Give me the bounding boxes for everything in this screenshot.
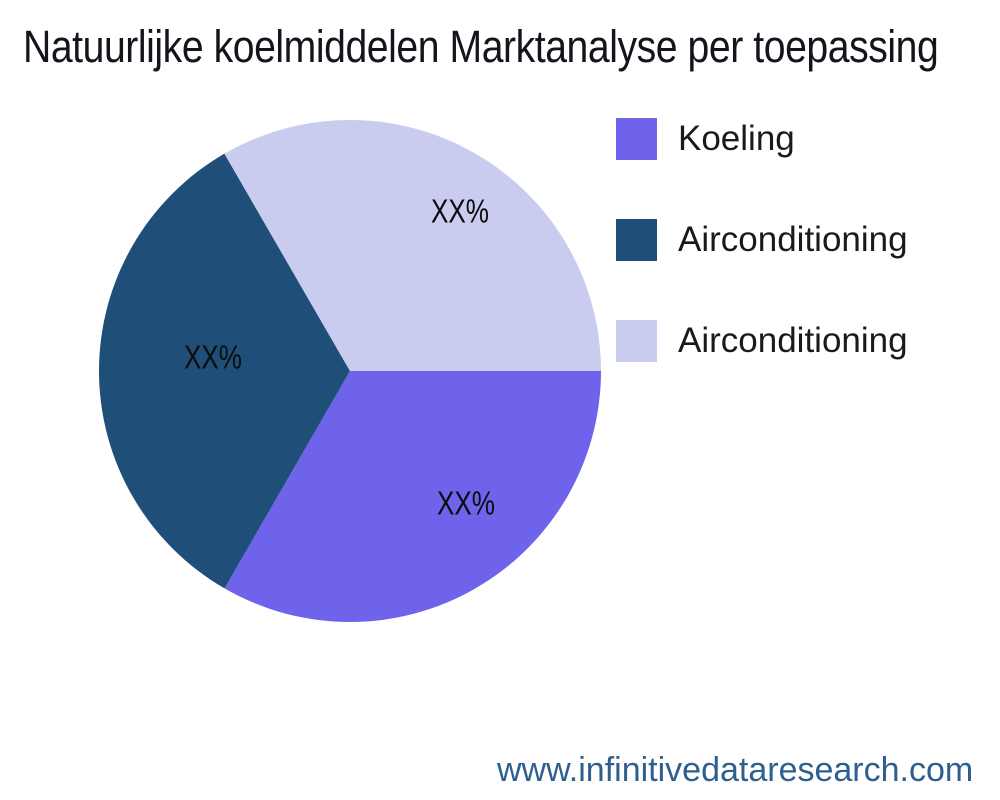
legend-item: Airconditioning [616, 219, 908, 261]
legend-label: Airconditioning [678, 220, 908, 259]
legend-item: Airconditioning [616, 320, 908, 362]
pie-slice-2 [224, 120, 601, 371]
pie-slice-0 [224, 371, 601, 622]
legend-swatch [616, 219, 657, 261]
pie-slice-1 [99, 153, 351, 589]
legend-label: Airconditioning [678, 321, 908, 360]
footer-url: www.infinitivedataresearch.com [497, 751, 974, 789]
legend-swatch [616, 320, 657, 362]
pie-chart: XX% XX% XX% [99, 120, 601, 622]
legend-swatch [616, 118, 657, 160]
pie-svg: XX% XX% XX% [99, 120, 601, 622]
slice-percentage-label: XX% [431, 193, 489, 230]
legend: Koeling Airconditioning Airconditioning [616, 118, 908, 362]
slice-percentage-label: XX% [437, 485, 495, 522]
legend-item: Koeling [616, 118, 908, 160]
chart-title: Natuurlijke koelmiddelen Marktanalyse pe… [23, 21, 939, 72]
slice-percentage-label: XX% [184, 339, 242, 376]
legend-label: Koeling [678, 119, 795, 158]
